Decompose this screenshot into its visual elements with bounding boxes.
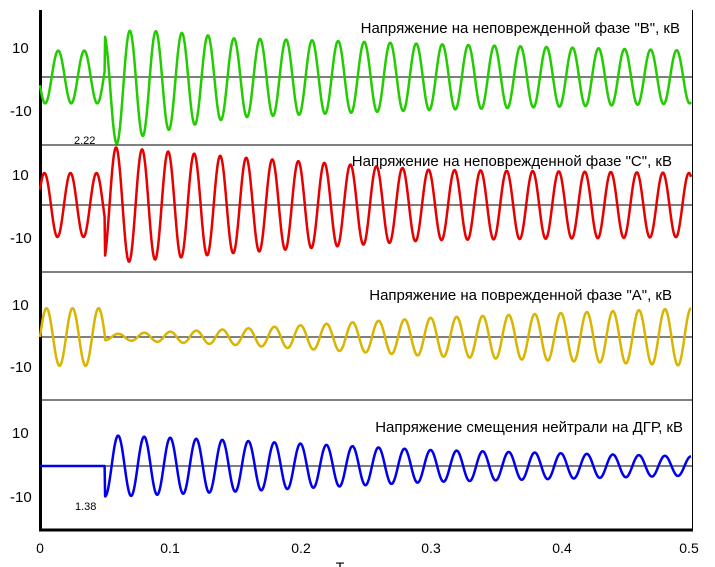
panel-title-phase-a: Напряжение на поврежденной фазе "A", кВ <box>369 287 672 304</box>
x-tick-label: 0.2 <box>291 540 311 556</box>
x-axis-label: T <box>336 559 345 567</box>
y-tick-label: 10 <box>12 425 29 442</box>
series-line-3 <box>39 434 692 498</box>
annotation-label: 1.38 <box>75 501 96 513</box>
y-tick-label: -10 <box>10 359 32 376</box>
y-tick-label: 10 <box>12 40 29 57</box>
y-tick-label: -10 <box>10 230 32 247</box>
series-line-1 <box>38 146 693 263</box>
annotation-label: 2.22 <box>74 135 95 147</box>
x-tick-label: 0.4 <box>552 540 572 556</box>
x-tick-label: 0.1 <box>160 540 180 556</box>
x-tick-label: 0.3 <box>421 540 441 556</box>
y-tick-label: -10 <box>10 489 32 506</box>
y-tick-label: 10 <box>12 167 29 184</box>
panel-title-phase-c: Напряжение на неповрежденной фазе "C", к… <box>352 153 672 170</box>
series-line-0 <box>38 29 693 145</box>
panel-title-neutral: Напряжение смещения нейтрали на ДГР, кВ <box>375 419 683 436</box>
series-line-2 <box>38 306 692 368</box>
y-tick-label: -10 <box>10 103 32 120</box>
x-tick-label: 0.5 <box>679 540 699 556</box>
y-tick-label: 10 <box>12 297 29 314</box>
x-tick-label: 0 <box>36 540 44 556</box>
panel-title-phase-b: Напряжение на неповрежденной фазе "B", к… <box>361 20 680 37</box>
